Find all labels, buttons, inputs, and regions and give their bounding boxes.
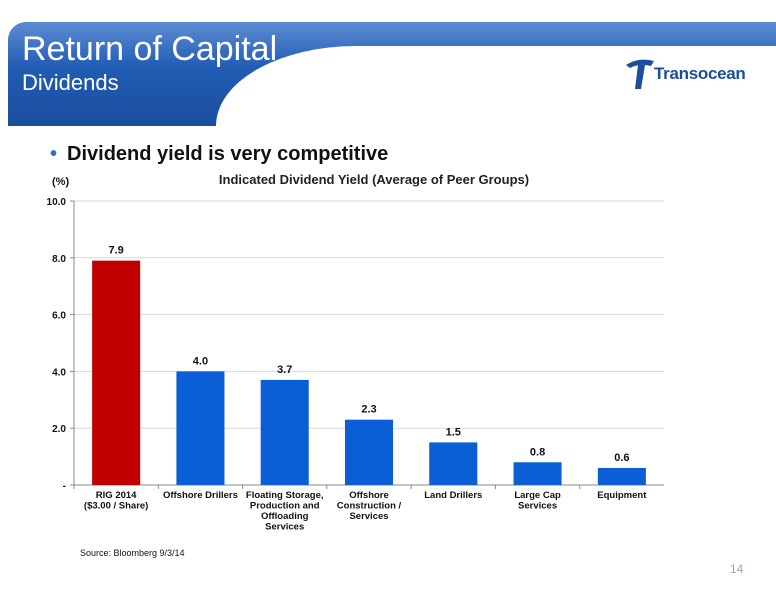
bullet-dot-icon: •	[50, 143, 58, 165]
x-category-label: Floating Storage,	[246, 490, 324, 501]
x-category-label: Construction /	[337, 501, 402, 512]
bar	[260, 379, 309, 485]
transocean-logo-icon	[626, 59, 654, 89]
y-tick-label: 10.0	[47, 197, 67, 208]
banner-curve	[216, 46, 776, 126]
x-category-label: Large Cap	[514, 490, 561, 501]
x-category-label: RIG 2014	[96, 490, 137, 501]
y-tick-label: 6.0	[52, 311, 66, 322]
x-category-label: Equipment	[597, 490, 647, 501]
x-category-label: Services	[518, 501, 557, 512]
bullet-point: • Dividend yield is very competitive	[50, 143, 388, 166]
x-category-label: Production and	[250, 501, 320, 512]
chart-title: Indicated Dividend Yield (Average of Pee…	[218, 172, 530, 187]
bar	[344, 419, 394, 485]
x-category-label: Offshore Drillers	[163, 490, 238, 501]
data-label: 1.5	[446, 426, 461, 438]
x-category-label: Services	[349, 511, 388, 522]
x-category-label: Offshore	[349, 490, 389, 501]
bar	[176, 371, 225, 485]
page-number: 14	[730, 562, 744, 576]
y-tick-label: 8.0	[52, 254, 66, 265]
x-category-label: Services	[265, 522, 304, 533]
slide-title: Return of Capital	[22, 30, 278, 68]
y-tick-label: 2.0	[52, 424, 66, 435]
bar	[597, 467, 646, 485]
x-category-label: Offloading	[261, 511, 309, 522]
bullet-text: Dividend yield is very competitive	[67, 143, 389, 165]
bar	[92, 260, 141, 485]
bar	[429, 442, 478, 485]
data-label: 3.7	[277, 364, 292, 376]
logo-text: Transocean	[654, 64, 746, 83]
data-label: 0.8	[530, 446, 545, 458]
header-banner	[8, 22, 776, 126]
data-label: 0.6	[614, 452, 629, 464]
x-category-label: ($3.00 / Share)	[84, 501, 148, 512]
y-tick-label: 4.0	[52, 367, 66, 378]
data-label: 4.0	[193, 355, 208, 367]
y-axis-unit: (%)	[52, 176, 70, 188]
y-tick-label: -	[63, 481, 66, 492]
bar	[513, 462, 562, 485]
x-category-label: Land Drillers	[424, 490, 482, 501]
slide-subtitle: Dividends	[22, 70, 119, 95]
data-label: 7.9	[108, 245, 123, 257]
data-label: 2.3	[361, 404, 376, 416]
source-note: Source: Bloomberg 9/3/14	[80, 548, 185, 558]
